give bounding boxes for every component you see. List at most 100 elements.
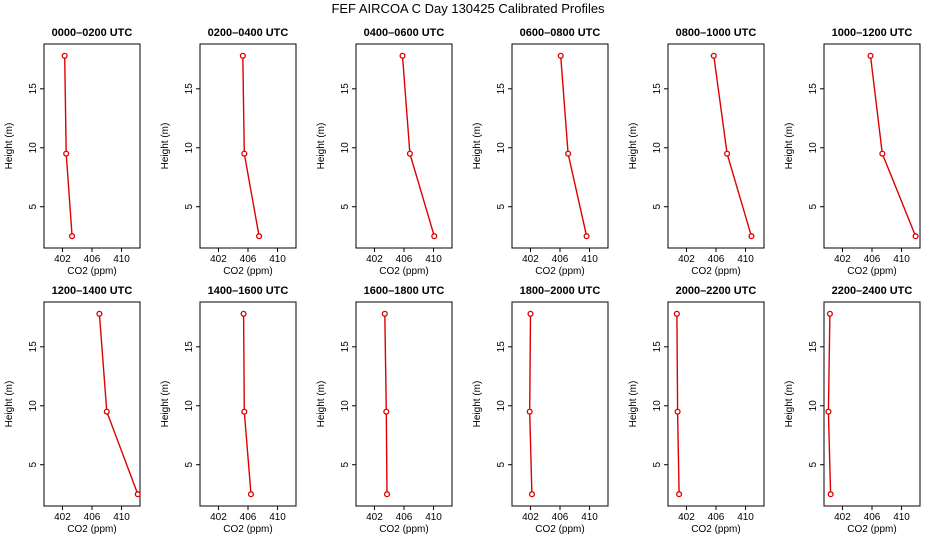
data-point — [673, 310, 680, 317]
x-axis-label: CO2 (ppm) — [847, 524, 896, 535]
panel-title: 1800–2000 UTC — [520, 285, 601, 297]
y-tick-label: 15 — [652, 83, 663, 95]
data-point — [431, 233, 438, 240]
plot-frame — [511, 301, 609, 507]
data-point — [239, 52, 246, 59]
data-point — [676, 491, 683, 498]
panel-title: 1000–1200 UTC — [832, 27, 913, 39]
y-tick-label: 5 — [184, 462, 195, 468]
x-tick-label: 406 — [84, 512, 101, 523]
x-tick-label: 402 — [834, 254, 851, 265]
x-tick-label: 402 — [210, 254, 227, 265]
x-axis-label: CO2 (ppm) — [535, 266, 584, 277]
page-title: FEF AIRCOA C Day 130425 Calibrated Profi… — [331, 1, 605, 16]
panel-title: 0000–0200 UTC — [52, 27, 133, 39]
y-tick-label: 5 — [28, 462, 39, 468]
panel-title: 0200–0400 UTC — [208, 27, 289, 39]
x-axis-label: CO2 (ppm) — [379, 266, 428, 277]
y-tick-label: 10 — [652, 142, 663, 154]
data-point — [528, 491, 535, 498]
data-point — [527, 310, 534, 317]
y-axis-label: Height (m) — [784, 123, 795, 170]
y-axis-label: Height (m) — [784, 381, 795, 428]
x-tick-label: 410 — [893, 254, 910, 265]
y-axis-label: Height (m) — [160, 381, 171, 428]
y-tick-label: 10 — [184, 400, 195, 412]
x-tick-label: 406 — [708, 254, 725, 265]
y-tick-label: 10 — [28, 142, 39, 154]
x-tick-label: 406 — [396, 254, 413, 265]
y-tick-label: 15 — [808, 341, 819, 353]
data-point — [241, 408, 248, 415]
data-point — [381, 310, 388, 317]
x-tick-label: 402 — [678, 254, 695, 265]
y-tick-label: 15 — [496, 341, 507, 353]
profile-line — [242, 313, 252, 495]
y-axis: 5 10 15 Height (m) — [628, 341, 668, 468]
x-tick-label: 406 — [84, 254, 101, 265]
data-point — [867, 52, 874, 59]
y-tick-label: 15 — [496, 83, 507, 95]
profile-line — [384, 313, 388, 495]
panel-title: 1400–1600 UTC — [208, 285, 289, 297]
plot-frame — [199, 43, 297, 249]
profile-line — [560, 55, 588, 237]
x-tick-label: 410 — [113, 254, 130, 265]
data-point — [526, 408, 533, 415]
x-tick-label: 410 — [737, 512, 754, 523]
y-tick-label: 5 — [496, 462, 507, 468]
data-point — [69, 233, 76, 240]
plot-frame — [511, 43, 609, 249]
data-point — [710, 52, 717, 59]
y-tick-label: 10 — [652, 400, 663, 412]
data-point — [557, 52, 564, 59]
y-tick-label: 5 — [340, 462, 351, 468]
y-axis: 5 10 15 Height (m) — [628, 83, 668, 210]
x-tick-label: 406 — [864, 254, 881, 265]
y-axis: 5 10 15 Height (m) — [784, 83, 824, 210]
profile-line — [98, 313, 139, 495]
x-tick-label: 402 — [54, 254, 71, 265]
data-point — [63, 150, 70, 157]
plot-frame — [667, 301, 765, 507]
y-axis: 5 10 15 Height (m) — [4, 83, 44, 210]
x-tick-label: 410 — [113, 512, 130, 523]
y-axis: 5 10 15 Height (m) — [4, 341, 44, 468]
data-point — [103, 408, 110, 415]
data-point — [827, 491, 834, 498]
y-tick-label: 10 — [808, 142, 819, 154]
x-tick-label: 406 — [552, 254, 569, 265]
plot-frame — [355, 301, 453, 507]
x-tick-label: 406 — [240, 512, 257, 523]
y-axis-label: Height (m) — [316, 123, 327, 170]
data-point — [748, 233, 755, 240]
plot-frame — [823, 43, 921, 249]
y-tick-label: 15 — [184, 341, 195, 353]
y-tick-label: 15 — [184, 83, 195, 95]
y-axis-label: Height (m) — [160, 123, 171, 170]
y-tick-label: 10 — [496, 142, 507, 154]
y-tick-label: 10 — [808, 400, 819, 412]
x-tick-label: 406 — [552, 512, 569, 523]
plot-frame — [823, 301, 921, 507]
y-tick-label: 10 — [340, 142, 351, 154]
x-axis-label: CO2 (ppm) — [67, 266, 116, 277]
data-point — [826, 310, 833, 317]
data-point — [241, 150, 248, 157]
profile-line — [64, 55, 73, 237]
